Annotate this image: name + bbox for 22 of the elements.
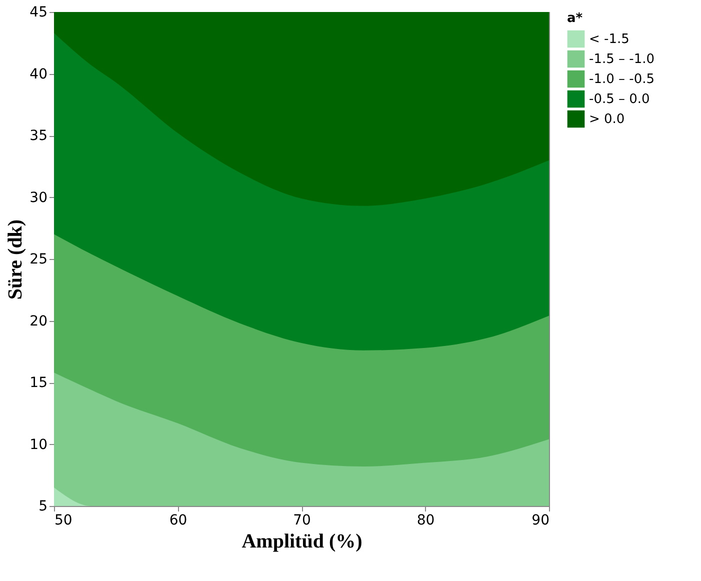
legend-label: > 0.0 bbox=[589, 112, 625, 127]
y-tick-label: 30 bbox=[30, 190, 48, 206]
y-axis-title: Süre (dk) bbox=[4, 219, 27, 300]
x-tick-label: 90 bbox=[532, 512, 550, 528]
y-tick-label: 35 bbox=[30, 128, 48, 144]
legend-label: -1.5 – -1.0 bbox=[589, 52, 654, 67]
y-tick-label: 5 bbox=[38, 498, 48, 514]
y-tick-label: 10 bbox=[30, 436, 48, 453]
legend-title: a* bbox=[567, 11, 583, 26]
y-tick-label: 15 bbox=[30, 375, 48, 391]
x-tick-label: 60 bbox=[169, 512, 188, 528]
x-tick-label: 80 bbox=[416, 512, 435, 528]
x-tick-label: 70 bbox=[293, 512, 311, 528]
legend-label: < -1.5 bbox=[589, 32, 630, 47]
x-tick-label: 50 bbox=[54, 512, 72, 528]
y-tick-label: 20 bbox=[30, 313, 48, 330]
legend-label: -1.0 – -0.5 bbox=[589, 72, 654, 87]
y-tick-label: 40 bbox=[30, 66, 48, 82]
y-tick-label: 25 bbox=[30, 252, 48, 268]
y-tick-label: 45 bbox=[30, 4, 48, 20]
x-axis-title: Amplitüd (%) bbox=[242, 530, 362, 552]
legend-label: -0.5 – 0.0 bbox=[589, 92, 650, 107]
